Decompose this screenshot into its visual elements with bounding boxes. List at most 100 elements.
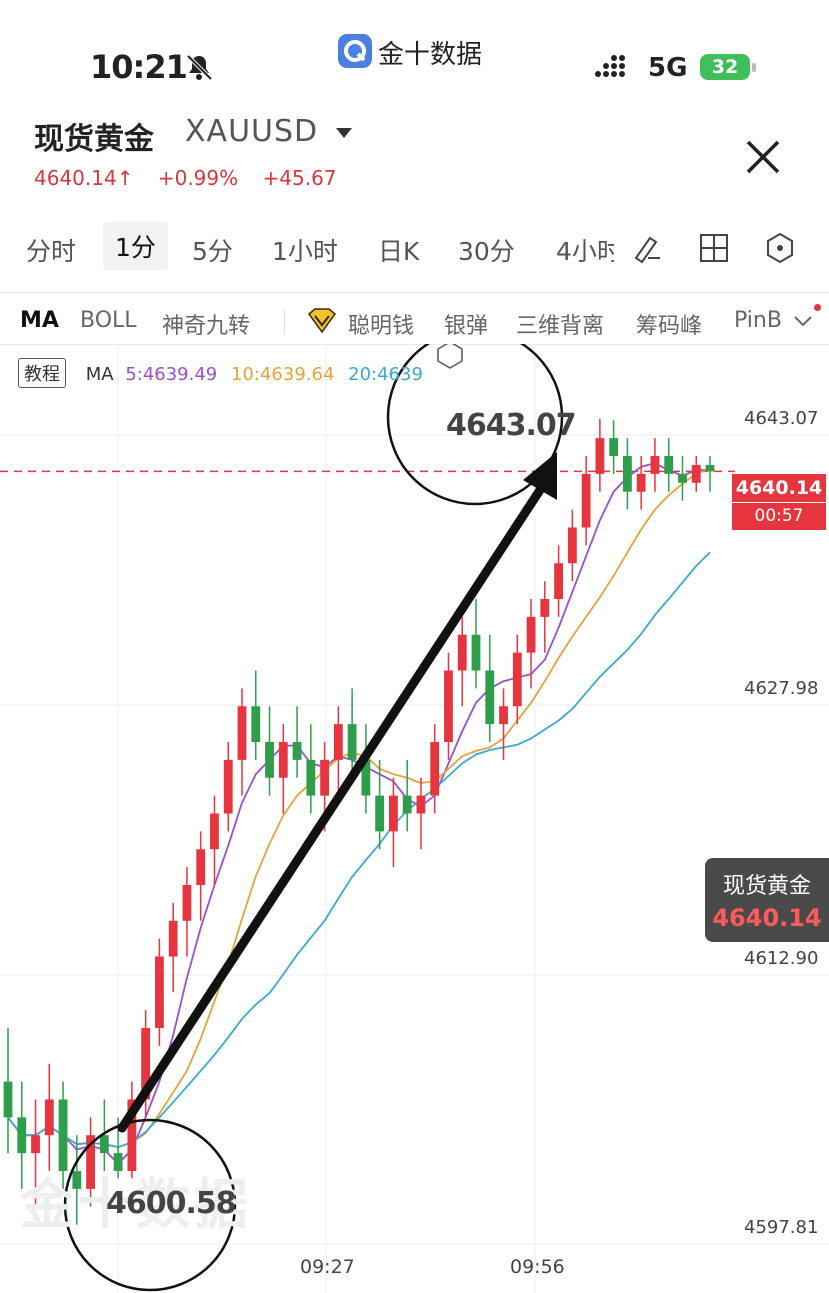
candle (127, 1081, 137, 1179)
status-time: 10:21 (90, 48, 188, 86)
tab-fenshi[interactable]: 分时 (26, 237, 77, 266)
close-icon[interactable] (744, 138, 782, 176)
indicator-chip-peak[interactable]: 筹码峰 (636, 314, 703, 339)
candle (389, 777, 398, 868)
candle (155, 938, 164, 1046)
indicator-boll[interactable]: BOLL (80, 308, 137, 333)
tooltip-name: 现货黄金 (722, 874, 811, 899)
ma5-line (7, 462, 711, 1166)
y-tick-label: 4627.98 (744, 678, 819, 699)
indicator-bar: MA BOLL 神奇九转 聪明钱 银弹 三维背离 筹码峰 PinB (0, 300, 829, 344)
candle (251, 670, 261, 760)
draw-tool-icon[interactable] (630, 232, 662, 264)
indicator-divergence[interactable]: 三维背离 (516, 314, 605, 339)
current-price: 4640.14 (735, 477, 823, 499)
price-summary: 4640.14↑ +0.99% +45.67 (34, 166, 355, 190)
candle (444, 652, 453, 760)
indicator-silver-bullet[interactable]: 银弹 (444, 314, 489, 339)
candle (691, 456, 701, 492)
candle (471, 598, 481, 689)
ma20-line (7, 551, 711, 1149)
caret-down-icon[interactable] (336, 128, 352, 138)
app-name: 金十数据 (378, 40, 483, 70)
candle (58, 1081, 68, 1189)
candle (581, 456, 591, 546)
candle (540, 581, 550, 653)
highlight-circle-low (63, 1118, 237, 1292)
candle (347, 688, 357, 778)
candle (485, 634, 495, 742)
divider (0, 344, 829, 345)
tab-1hour[interactable]: 1小时 (272, 237, 338, 266)
app-logo-icon (338, 34, 372, 68)
y-tick-label: 4597.81 (744, 1217, 819, 1238)
ma-legend: 教程 MA 5:4639.49 10:4639.64 20:4639 (18, 358, 423, 388)
tab-1min[interactable]: 1分 (103, 222, 168, 270)
hex-marker-icon (437, 344, 463, 369)
signal-icon (595, 55, 625, 77)
candle (499, 688, 508, 760)
candle (375, 759, 385, 850)
candle (44, 1063, 54, 1171)
candle (623, 438, 632, 510)
candle (292, 706, 302, 778)
candle (72, 1135, 82, 1225)
current-price-tag: 4640.14 00:57 (732, 474, 826, 530)
candlestick-chart[interactable] (0, 344, 829, 1293)
candle (265, 706, 274, 796)
candle (168, 902, 178, 993)
candle (3, 1027, 13, 1154)
high-annotation: 4643.07 (446, 408, 577, 443)
candle (196, 831, 206, 921)
candle (430, 724, 440, 814)
candle (457, 616, 467, 707)
layout-grid-icon[interactable] (698, 232, 730, 264)
ma10-line (7, 467, 711, 1149)
price-tooltip: 现货黄金 4640.14 (705, 858, 829, 942)
indicator-separator (284, 310, 285, 334)
candle (361, 724, 371, 814)
candle (237, 688, 247, 796)
divider (0, 292, 829, 293)
settings-hex-icon[interactable] (764, 232, 796, 264)
x-tick-label: 09:56 (510, 1256, 565, 1278)
low-annotation: 4600.58 (106, 1186, 237, 1221)
y-tick-label: 4612.90 (744, 948, 819, 969)
candle (512, 634, 522, 725)
tab-5min[interactable]: 5分 (192, 237, 233, 266)
indicator-td9[interactable]: 神奇九转 (162, 314, 251, 339)
network-type: 5G (648, 53, 688, 83)
battery-nub (752, 63, 756, 72)
candle (333, 706, 343, 796)
indicator-pinbar[interactable]: PinB (734, 308, 782, 333)
indicator-smart-money[interactable]: 聪明钱 (348, 314, 415, 339)
trend-arrow (117, 452, 557, 1133)
candle (554, 545, 563, 617)
candle (182, 867, 192, 957)
candle (99, 1099, 109, 1171)
ma5-value: 5:4639.49 (125, 364, 218, 385)
candle (636, 456, 646, 510)
chevron-down-icon[interactable] (792, 312, 814, 330)
tab-4hour[interactable]: 4小时 (556, 237, 614, 266)
diamond-icon (307, 308, 337, 334)
candle (17, 1081, 27, 1189)
symbol-selector[interactable]: XAUUSD (185, 114, 319, 149)
candle (278, 724, 288, 814)
candle (31, 1099, 40, 1207)
candle (402, 759, 412, 832)
last-price: 4640.14↑ (34, 166, 134, 190)
tab-30min[interactable]: 30分 (458, 237, 515, 266)
candle (609, 420, 619, 474)
candle-countdown: 00:57 (732, 502, 826, 529)
indicator-ma[interactable]: MA (20, 308, 59, 333)
tab-daily[interactable]: 日K (378, 237, 420, 266)
timeframe-tabs: 分时 1分 5分 1小时 日K 30分 4小时 (0, 218, 829, 278)
candle (595, 419, 605, 492)
battery-icon: 32 (700, 54, 750, 80)
tutorial-button[interactable]: 教程 (18, 358, 66, 388)
ma20-value: 20:4639 (348, 364, 423, 385)
status-bar: 10:21 金十数据 5G 32 (0, 0, 829, 100)
notification-dot (814, 304, 821, 311)
candle (678, 456, 687, 501)
